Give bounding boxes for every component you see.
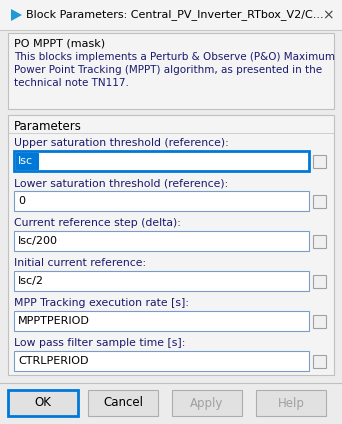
Text: ×: ×	[323, 8, 334, 22]
Text: MPPTPERIOD: MPPTPERIOD	[18, 316, 90, 326]
Bar	[8, 115, 334, 375]
Text: Isc/200: Isc/200	[18, 236, 58, 246]
Bar	[256, 390, 326, 416]
Text: Lower saturation threshold (reference):: Lower saturation threshold (reference):	[14, 178, 228, 188]
Text: Low pass filter sample time [s]:: Low pass filter sample time [s]:	[14, 338, 185, 348]
Text: Isc: Isc	[18, 156, 33, 166]
Text: Apply: Apply	[190, 396, 224, 410]
Text: Upper saturation threshold (reference):: Upper saturation threshold (reference):	[14, 138, 229, 148]
Bar	[313, 274, 326, 287]
Bar	[8, 33, 334, 109]
Bar	[172, 390, 242, 416]
Bar	[313, 195, 326, 207]
Bar	[14, 311, 309, 331]
Text: OK: OK	[35, 396, 51, 410]
Bar	[313, 315, 326, 327]
Bar	[313, 354, 326, 368]
Text: CTRLPERIOD: CTRLPERIOD	[18, 356, 89, 366]
Text: Power Point Tracking (MPPT) algorithm, as presented in the: Power Point Tracking (MPPT) algorithm, a…	[14, 65, 322, 75]
Text: technical note TN117.: technical note TN117.	[14, 78, 129, 88]
Bar	[16, 153, 38, 169]
Text: Current reference step (delta):: Current reference step (delta):	[14, 218, 181, 228]
Bar	[8, 390, 78, 416]
Bar	[14, 191, 309, 211]
Text: Help: Help	[278, 396, 304, 410]
Bar	[14, 231, 309, 251]
Text: PO MPPT (mask): PO MPPT (mask)	[14, 38, 105, 48]
Bar	[0, 0, 342, 30]
Text: Isc/2: Isc/2	[18, 276, 44, 286]
Bar	[14, 351, 309, 371]
Bar	[14, 271, 309, 291]
Text: Initial current reference:: Initial current reference:	[14, 258, 146, 268]
Text: Cancel: Cancel	[103, 396, 143, 410]
Text: 0: 0	[18, 196, 25, 206]
Text: Block Parameters: Central_PV_Inverter_RTbox_V2/C...: Block Parameters: Central_PV_Inverter_RT…	[26, 10, 324, 20]
Bar	[0, 383, 342, 424]
Bar	[14, 151, 309, 171]
Bar	[313, 234, 326, 248]
Polygon shape	[11, 9, 22, 21]
Text: MPP Tracking execution rate [s]:: MPP Tracking execution rate [s]:	[14, 298, 189, 308]
Bar	[313, 154, 326, 167]
Text: Parameters: Parameters	[14, 120, 82, 133]
Text: This blocks implements a Perturb & Observe (P&O) Maximum: This blocks implements a Perturb & Obser…	[14, 52, 335, 62]
Bar	[88, 390, 158, 416]
